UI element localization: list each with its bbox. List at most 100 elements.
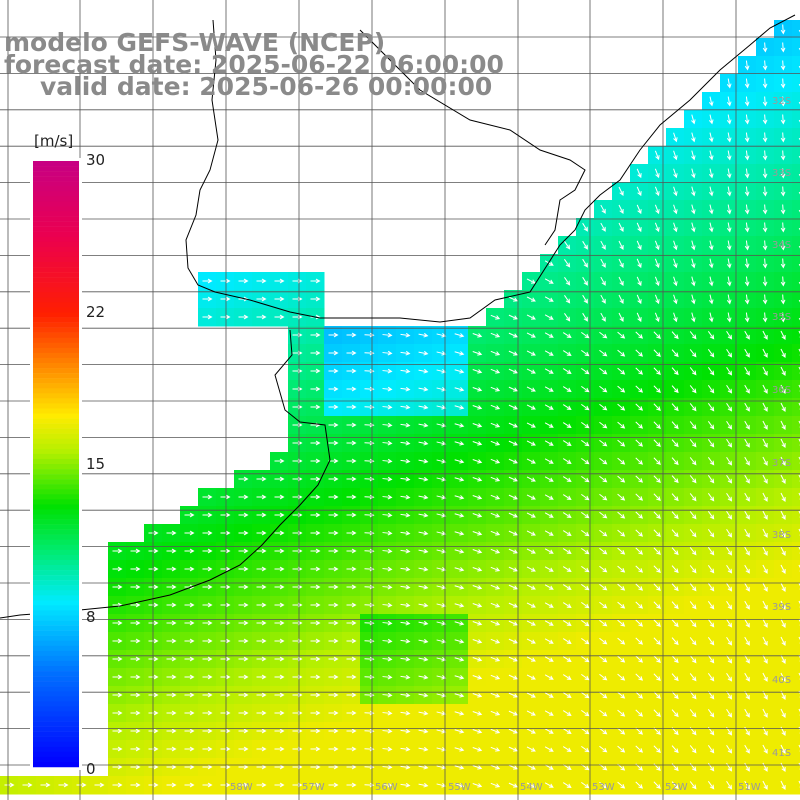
wind-arrow <box>744 438 750 448</box>
wind-arrow <box>238 782 249 788</box>
wind-arrow <box>472 531 483 536</box>
wind-arrow <box>382 332 393 338</box>
wind-arrow <box>472 711 483 716</box>
wind-arrow <box>744 276 750 287</box>
wind-arrow <box>418 458 429 464</box>
wind-arrow <box>671 439 679 448</box>
wind-arrow <box>707 547 715 556</box>
colorbar-segment <box>33 458 79 465</box>
wind-arrow <box>472 549 483 554</box>
wind-arrow <box>654 294 660 305</box>
colorbar-segment <box>33 544 79 551</box>
wind-arrow <box>400 566 411 572</box>
wind-arrow <box>581 727 590 735</box>
wind-arrow <box>544 710 554 716</box>
colorbar-segment <box>33 201 79 207</box>
colorbar-segment <box>33 565 79 571</box>
wind-arrow <box>599 403 608 411</box>
colorbar-segment <box>33 312 79 318</box>
wind-arrow <box>310 440 321 446</box>
wind-arrow <box>274 494 285 500</box>
wind-arrow <box>635 691 644 699</box>
wind-arrow <box>526 710 536 716</box>
wind-arrow <box>617 331 626 339</box>
wind-arrow <box>508 548 519 554</box>
wind-arrow <box>673 168 678 179</box>
wind-arrow <box>544 656 554 662</box>
wind-arrow <box>617 673 626 681</box>
colorbar-segment <box>33 332 79 338</box>
wind-arrow <box>508 602 519 608</box>
wind-arrow <box>508 764 519 770</box>
wind-arrow <box>382 656 393 662</box>
wind-arrow <box>653 745 661 753</box>
wind-arrow <box>472 621 483 626</box>
wind-arrow <box>780 78 786 89</box>
wind-arrow <box>544 548 554 554</box>
wind-arrow <box>691 150 696 161</box>
wind-arrow <box>599 457 608 465</box>
wind-arrow <box>400 692 411 698</box>
wind-arrow <box>691 168 696 179</box>
colorbar-segment <box>33 403 79 409</box>
wind-arrow <box>508 368 519 374</box>
wind-arrow <box>418 620 429 626</box>
colorbar-segment <box>33 534 79 540</box>
wind-arrow <box>562 782 572 788</box>
wind-arrow <box>581 403 590 411</box>
wind-arrow <box>112 746 123 752</box>
wind-arrow <box>526 278 536 284</box>
wind-arrow <box>691 294 696 305</box>
wind-speed-cell <box>792 128 800 147</box>
wind-arrow <box>653 547 661 555</box>
wind-arrow <box>238 728 249 734</box>
wind-arrow <box>382 710 393 716</box>
wind-arrow <box>166 746 177 752</box>
wind-arrow <box>582 312 588 322</box>
wind-arrow <box>618 258 624 268</box>
wind-arrow <box>130 584 141 590</box>
wind-arrow <box>726 654 733 664</box>
wind-arrow <box>184 602 195 608</box>
wind-arrow <box>544 296 554 302</box>
wind-arrow <box>707 673 715 682</box>
wind-arrow <box>673 204 678 215</box>
wind-arrow <box>635 421 644 429</box>
wind-speed-cell <box>792 236 800 255</box>
wind-arrow <box>400 548 411 554</box>
wind-arrow <box>310 620 321 626</box>
wind-arrow <box>617 601 626 609</box>
wind-arrow <box>490 548 501 554</box>
wind-arrow <box>600 204 606 214</box>
wind-speed-cell <box>792 92 800 111</box>
wind-arrow <box>508 638 519 644</box>
wind-arrow <box>707 493 715 502</box>
wind-arrow <box>691 258 696 269</box>
wind-arrow <box>726 168 732 179</box>
wind-arrow <box>581 475 590 483</box>
colorbar-segment <box>33 671 79 677</box>
wind-arrow <box>726 114 732 125</box>
wind-arrow <box>544 458 554 464</box>
wind-arrow <box>707 403 715 412</box>
wind-arrow <box>382 674 393 680</box>
wind-arrow <box>671 565 679 574</box>
colorbar-segment <box>33 610 79 616</box>
wind-arrow <box>544 746 554 752</box>
wind-arrow <box>618 294 624 304</box>
colorbar-segment <box>33 433 79 439</box>
wind-arrow <box>238 656 249 662</box>
wind-arrow <box>726 330 733 340</box>
wind-arrow <box>780 60 786 71</box>
wind-arrow <box>564 295 571 304</box>
colorbar-segment <box>33 655 79 662</box>
wind-arrow <box>202 566 213 572</box>
wind-arrow <box>184 692 195 698</box>
wind-arrow <box>508 314 519 320</box>
wind-arrow <box>382 602 393 608</box>
wind-arrow <box>274 296 285 302</box>
wind-arrow <box>220 602 231 608</box>
wind-arrow <box>581 331 590 339</box>
colorbar-segment <box>33 539 79 546</box>
colorbar-segment <box>33 251 79 258</box>
